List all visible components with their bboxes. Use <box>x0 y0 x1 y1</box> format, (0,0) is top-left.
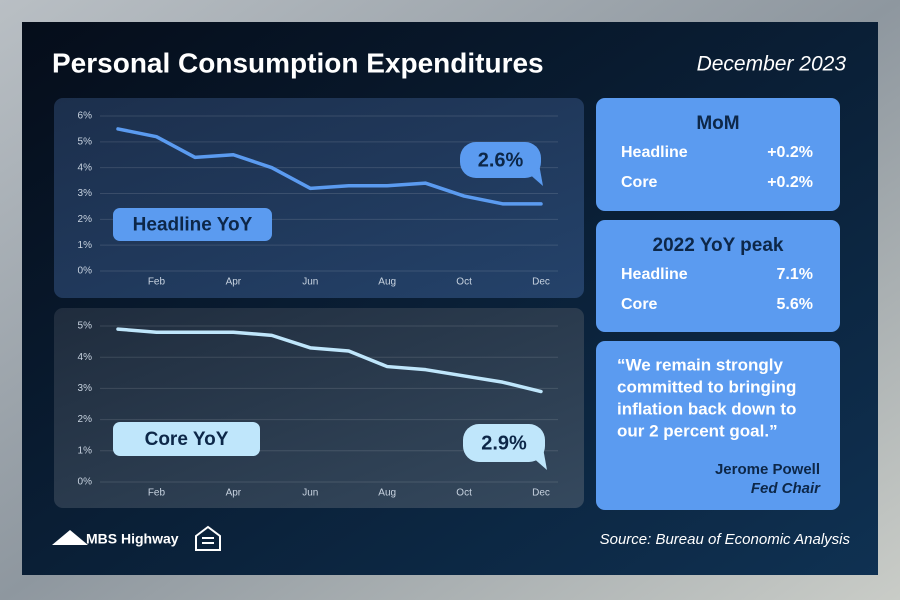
series-label: Core YoY <box>145 429 229 450</box>
x-tick-label: Apr <box>226 488 242 499</box>
callout-box <box>463 424 545 462</box>
x-tick-label: Jun <box>302 277 318 288</box>
series-label-box <box>113 208 272 241</box>
source: Source: Bureau of Economic Analysis <box>600 531 851 548</box>
series-label: Headline YoY <box>133 215 253 236</box>
x-tick-label: Oct <box>456 277 472 288</box>
y-tick-label: 0% <box>78 266 93 277</box>
y-tick-label: 2% <box>78 214 93 225</box>
quote-author: Jerome Powell <box>715 461 820 478</box>
y-tick-label: 5% <box>78 136 93 147</box>
logo-text: MBS Highway <box>86 531 179 547</box>
data-line <box>116 127 543 206</box>
y-tick-label: 0% <box>78 477 93 488</box>
x-tick-label: Aug <box>378 488 396 499</box>
y-tick-label: 1% <box>78 445 93 456</box>
y-tick-label: 3% <box>78 188 93 199</box>
callout: 2.9% <box>481 432 527 454</box>
x-tick-label: Oct <box>456 488 472 499</box>
y-tick-label: 1% <box>78 240 93 251</box>
data-line <box>116 327 543 394</box>
y-tick-label: 3% <box>78 383 93 394</box>
x-tick-label: Aug <box>378 277 396 288</box>
x-tick-label: Feb <box>148 488 166 499</box>
x-tick-label: Apr <box>226 277 242 288</box>
callout: 2.6% <box>478 149 524 171</box>
panel-title: 2022 YoY peak <box>653 235 784 256</box>
charts: 0% 1% 2% 3% 4% 5% 6% Feb Apr Jun Aug Oct Dec Headline… <box>78 111 558 499</box>
y-tick-label: 4% <box>78 352 93 363</box>
series-label-box <box>113 422 260 456</box>
chart-panel <box>54 98 584 298</box>
y-tick-label: 6% <box>78 111 93 122</box>
info-panel <box>596 98 840 211</box>
date: December 2023 <box>697 53 847 76</box>
x-tick-label: Jun <box>302 488 318 499</box>
row-value: +0.2% <box>767 144 813 161</box>
x-tick-label: Dec <box>532 488 550 499</box>
y-tick-label: 4% <box>78 162 93 173</box>
row-label: Headline <box>621 144 688 161</box>
quote-line: committed to bringing <box>617 377 796 396</box>
callout-box <box>460 142 541 178</box>
y-tick-label: 5% <box>78 321 93 332</box>
quote-role: Fed Chair <box>751 480 821 497</box>
row-label: Core <box>621 296 658 313</box>
panel-title: MoM <box>696 113 739 134</box>
x-tick-label: Dec <box>532 277 550 288</box>
title: Personal Consumption Expenditures <box>52 47 544 78</box>
y-tick-label: 2% <box>78 414 93 425</box>
row-value: +0.2% <box>767 174 813 191</box>
row-value: 5.6% <box>777 296 813 313</box>
quote-panel <box>596 341 840 510</box>
info-panel <box>596 220 840 332</box>
chart-panel <box>54 308 584 508</box>
quote-line: inflation back down to <box>617 399 796 418</box>
equal-housing-icon <box>195 525 221 551</box>
quote-line: our 2 percent goal.” <box>617 421 778 440</box>
logo-icon <box>52 530 88 545</box>
row-label: Core <box>621 174 658 191</box>
x-tick-label: Feb <box>148 277 166 288</box>
row-label: Headline <box>621 266 688 283</box>
row-value: 7.1% <box>777 266 813 283</box>
quote-line: “We remain strongly <box>617 355 783 374</box>
